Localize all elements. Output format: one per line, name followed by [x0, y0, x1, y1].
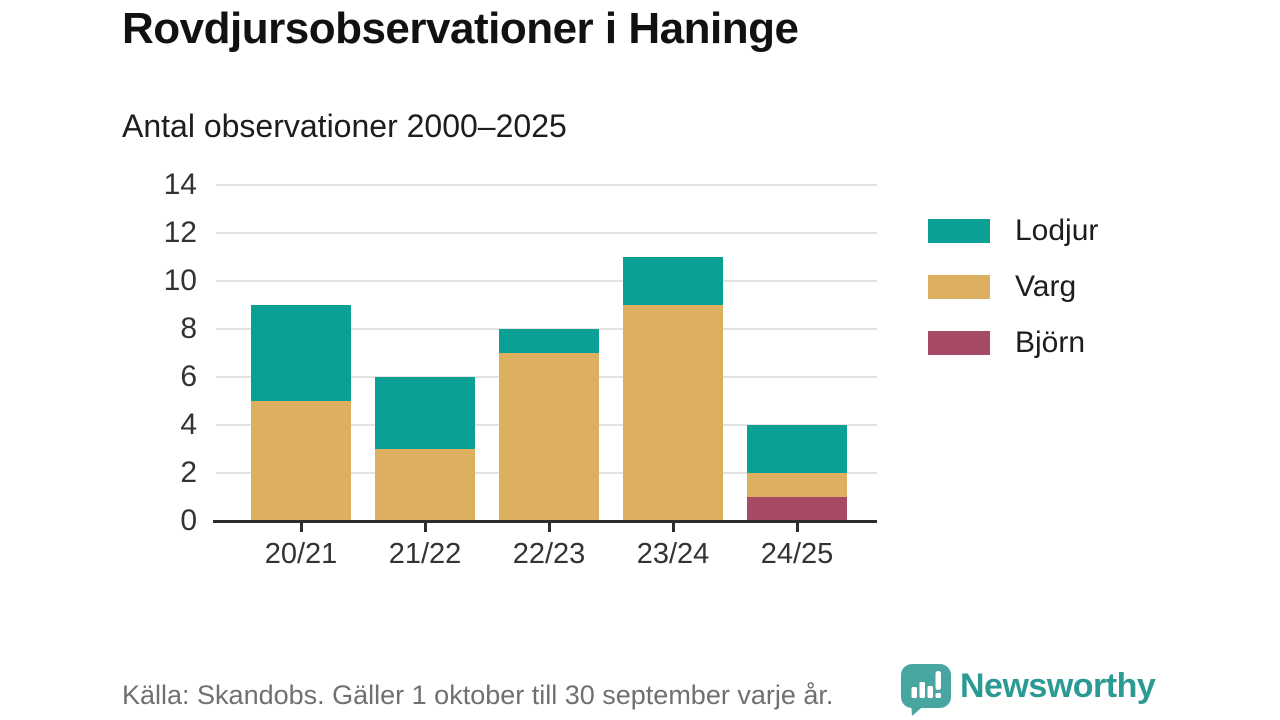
source-note: Källa: Skandobs. Gäller 1 oktober till 3… — [122, 680, 834, 710]
grid-line-y14 — [216, 184, 877, 186]
chart-legend: Lodjur Varg Björn — [928, 214, 1098, 382]
x-axis-tick-label: 20/21 — [264, 538, 338, 570]
legend-item-varg: Varg — [928, 270, 1098, 304]
x-axis-tick — [796, 523, 799, 532]
chart-subtitle: Antal observationer 2000–2025 — [122, 108, 567, 144]
newsworthy-logo-text: Newsworthy — [960, 667, 1156, 705]
x-axis-tick — [672, 523, 675, 532]
x-axis-tick-label: 24/25 — [760, 538, 834, 570]
legend-item-bjorn: Björn — [928, 326, 1098, 360]
bar-segment-lodjur-22-23 — [499, 329, 599, 353]
bar-segment-varg-22-23 — [499, 353, 599, 521]
x-axis-line — [213, 520, 877, 523]
y-axis-tick-label: 4 — [180, 408, 197, 441]
grid-line-y10 — [216, 280, 877, 282]
y-axis-tick-label: 12 — [163, 216, 197, 249]
chart-title: Rovdjursobservationer i Haninge — [122, 4, 799, 53]
legend-label: Lodjur — [1015, 214, 1099, 247]
legend-item-lodjur: Lodjur — [928, 214, 1098, 248]
y-axis-tick-label: 14 — [163, 168, 197, 201]
bar-segment-lodjur-24-25 — [747, 425, 847, 473]
x-axis-tick-label: 23/24 — [636, 538, 710, 570]
bar-segment-varg-24-25 — [747, 473, 847, 497]
x-axis-tick-label: 22/23 — [512, 538, 586, 570]
bar-segment-varg-21-22 — [375, 449, 475, 521]
y-axis-tick-label: 6 — [180, 360, 197, 393]
legend-swatch-bjorn — [928, 331, 990, 355]
bar-segment-varg-20-21 — [251, 401, 351, 521]
legend-label: Varg — [1015, 270, 1077, 303]
legend-label: Björn — [1015, 326, 1086, 359]
x-axis-tick — [548, 523, 551, 532]
grid-line-y12 — [216, 232, 877, 234]
bar-segment-lodjur-23-24 — [623, 257, 723, 305]
y-axis-tick-label: 10 — [163, 264, 197, 297]
newsworthy-logo: Newsworthy — [901, 664, 1156, 717]
y-axis-tick-label: 2 — [180, 456, 197, 489]
bar-segment-bjorn-24-25 — [747, 497, 847, 521]
y-axis-tick-label: 0 — [180, 504, 197, 537]
bar-chart-speech-bubble-icon — [901, 664, 951, 716]
legend-swatch-lodjur — [928, 219, 990, 243]
x-axis-tick — [424, 523, 427, 532]
bar-segment-lodjur-21-22 — [375, 377, 475, 449]
bar-segment-lodjur-20-21 — [251, 305, 351, 401]
x-axis-tick-label: 21/22 — [388, 538, 462, 570]
legend-swatch-varg — [928, 275, 990, 299]
bar-segment-varg-23-24 — [623, 305, 723, 521]
x-axis-tick — [300, 523, 303, 532]
y-axis-tick-label: 8 — [180, 312, 197, 345]
